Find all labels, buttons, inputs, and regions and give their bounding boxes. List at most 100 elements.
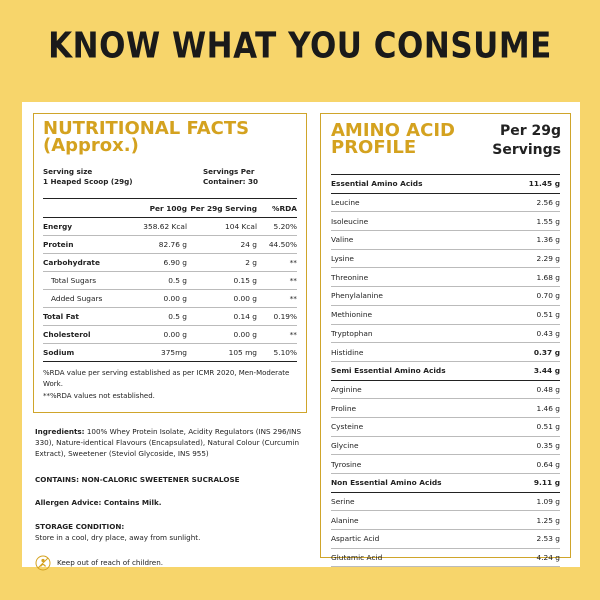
amino-value: 2.56 g	[510, 193, 560, 213]
amino-row: Threonine 1.68 g	[331, 267, 560, 288]
amino-name: Serine	[331, 492, 511, 512]
serving-size-label: Serving size	[43, 167, 93, 176]
value-per-100g: 358.62 Kcal	[129, 217, 187, 236]
value-per-serving: 0.14 g	[187, 307, 257, 326]
amino-value: 2.53 g	[510, 529, 560, 549]
amino-value: 9.11 g	[510, 473, 560, 493]
footnotes: %RDA value per serving established as pe…	[43, 368, 297, 402]
nutrition-table-header: Per 100g Per 29g Serving %RDA	[43, 199, 297, 218]
value-rda: 5.10%	[257, 343, 297, 362]
nutrition-facts-box: NUTRITIONAL FACTS (Approx.) Serving size…	[33, 113, 307, 413]
amino-header: AMINO ACID PROFILE Per 29g Servings	[321, 114, 570, 160]
amino-value: 1.55 g	[510, 211, 560, 232]
amino-value: 1.36 g	[510, 230, 560, 250]
amino-title-line2: PROFILE	[331, 137, 417, 158]
amino-row: Tryptophan 0.43 g	[331, 324, 560, 344]
label-sheet: NUTRITIONAL FACTS (Approx.) Serving size…	[22, 102, 580, 570]
page-title: KNOW WHAT YOU CONSUME	[48, 25, 552, 67]
amino-name: Tryptophan	[331, 324, 511, 344]
value-per-serving: 0.00 g	[187, 289, 257, 308]
no-children-icon	[35, 555, 51, 570]
ingredients-label: Ingredients:	[35, 426, 85, 436]
amino-name: Glycine	[331, 436, 511, 456]
amino-value: 11.45 g	[510, 174, 560, 194]
value-rda: 44.50%	[257, 235, 297, 254]
nutrition-panel: NUTRITIONAL FACTS (Approx.) Serving size…	[33, 113, 307, 571]
amino-value: 1.46 g	[510, 398, 560, 418]
value-per-100g: 6.90 g	[129, 253, 187, 272]
amino-name: Cysteine	[331, 417, 511, 437]
value-per-serving: 105 mg	[187, 343, 257, 362]
amino-name: Valine	[331, 230, 511, 250]
amino-name: Isoleucine	[331, 211, 511, 232]
col-rda: %RDA	[257, 199, 297, 218]
per-serving-line2: Servings	[492, 142, 561, 158]
amino-row: Tyrosine 0.64 g	[331, 454, 560, 474]
footnote-rda: %RDA value per serving established as pe…	[43, 369, 290, 388]
amino-value: 4.24 g	[510, 548, 560, 568]
amino-row: Phenylalanine 0.70 g	[331, 286, 560, 306]
nutrition-row: Protein 82.76 g 24 g 44.50%	[43, 235, 297, 254]
amino-name: Proline	[331, 398, 511, 418]
value-per-100g: 0.5 g	[129, 307, 187, 326]
amino-value: 3.44 g	[510, 361, 560, 381]
value-per-100g: 0.00 g	[129, 325, 187, 344]
nutrient-name: Sodium	[43, 343, 129, 362]
nutrient-name: Added Sugars	[43, 289, 129, 308]
value-per-serving: 0.00 g	[187, 325, 257, 344]
nutrient-name: Energy	[43, 217, 129, 236]
amino-name: Lysine	[331, 249, 511, 269]
amino-title: AMINO ACID PROFILE	[331, 122, 455, 160]
amino-name: Leucine	[331, 193, 511, 213]
nutrient-name: Total Fat	[43, 307, 129, 326]
amino-acid-panel: AMINO ACID PROFILE Per 29g Servings Esse…	[320, 113, 571, 568]
serving-size-value: 1 Heaped Scoop (29g)	[43, 177, 133, 186]
storage-text: Store in a cool, dry place, away from su…	[35, 532, 201, 542]
value-per-serving: 104 Kcal	[187, 217, 257, 236]
child-warning-text: Keep out of reach of children.	[57, 558, 164, 567]
amino-value: 1.25 g	[510, 510, 560, 531]
amino-row: Valine 1.36 g	[331, 230, 560, 250]
value-per-100g: 0.5 g	[129, 271, 187, 290]
nutrition-row: Sodium 375mg 105 mg 5.10%	[43, 343, 297, 362]
amino-name: Essential Amino Acids	[331, 174, 511, 194]
col-per-serving: Per 29g Serving	[187, 199, 257, 218]
nutrition-title-line1: NUTRITIONAL FACTS	[43, 118, 250, 139]
divider	[43, 198, 297, 199]
nutrient-name: Protein	[43, 235, 129, 254]
nutrition-row: Added Sugars 0.00 g 0.00 g **	[43, 289, 297, 308]
per-serving-label: Per 29g Servings	[492, 122, 561, 160]
amino-row: Glycine 0.35 g	[331, 436, 560, 456]
amino-row: Alanine 1.25 g	[331, 510, 560, 531]
amino-name: Histidine	[331, 342, 511, 362]
amino-value: 0.70 g	[510, 286, 560, 306]
value-rda: 0.19%	[257, 307, 297, 326]
value-per-serving: 0.15 g	[187, 271, 257, 290]
amino-row: Isoleucine 1.55 g	[331, 211, 560, 232]
value-per-100g: 82.76 g	[129, 235, 187, 254]
amino-name: Phenylalanine	[331, 286, 511, 306]
servings-per-value: Container: 30	[203, 177, 258, 186]
nutrition-row: Total Fat 0.5 g 0.14 g 0.19%	[43, 307, 297, 326]
amino-value: 0.51 g	[510, 305, 560, 325]
amino-name: Glutamic Acid	[331, 548, 511, 568]
per-serving-line1: Per 29g	[499, 123, 561, 139]
amino-name: Semi Essential Amino Acids	[331, 361, 511, 381]
value-rda: 5.20%	[257, 217, 297, 236]
value-per-serving: 24 g	[187, 235, 257, 254]
servings-per-label: Servings Per	[203, 167, 255, 176]
amino-row: Leucine 2.56 g	[331, 193, 560, 213]
amino-value: 0.48 g	[510, 380, 560, 400]
value-rda: **	[257, 253, 297, 272]
amino-row: Aspartic Acid 2.53 g	[331, 529, 560, 549]
nutrition-row: Energy 358.62 Kcal 104 Kcal 5.20%	[43, 217, 297, 236]
amino-row: Proline 1.46 g	[331, 398, 560, 418]
amino-row: Methionine 0.51 g	[331, 305, 560, 325]
amino-group-row: Semi Essential Amino Acids 3.44 g	[331, 361, 560, 381]
amino-name: Methionine	[331, 305, 511, 325]
ingredients-text: 100% Whey Protein Isolate, Acidity Regul…	[35, 426, 302, 458]
nutrient-name: Cholesterol	[43, 325, 129, 344]
ingredients: Ingredients: 100% Whey Protein Isolate, …	[33, 426, 307, 459]
value-per-100g: 375mg	[129, 343, 187, 362]
allergen-advice: Allergen Advice: Contains Milk.	[35, 497, 162, 507]
